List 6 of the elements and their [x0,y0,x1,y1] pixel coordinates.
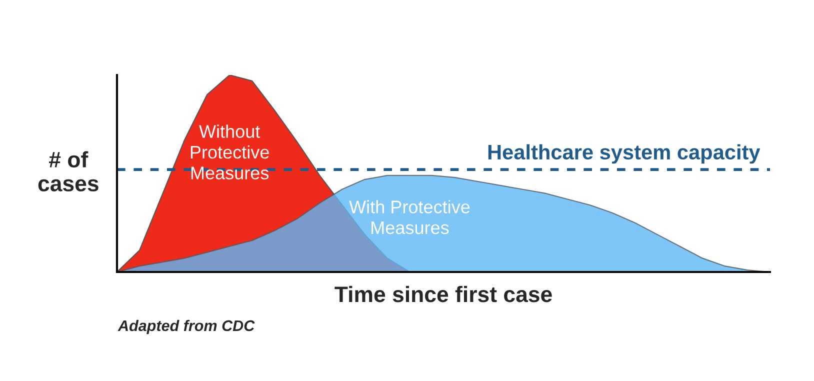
y-axis-title: # of cases [38,151,98,192]
ref-line-label: Healthcare system capacity [488,144,760,164]
x-axis-title: Time since first case [334,286,552,302]
series-label: Without Protective Measures [190,124,269,180]
series-label: With Protective Measures [349,200,470,234]
text: Adapted from CDC [118,320,255,334]
